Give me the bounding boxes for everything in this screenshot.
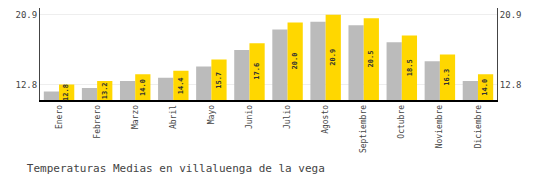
svg-text:16.3: 16.3 — [443, 69, 451, 86]
svg-text:Enero: Enero — [55, 105, 64, 129]
svg-text:15.7: 15.7 — [215, 72, 223, 89]
svg-text:12.8: 12.8 — [62, 84, 70, 101]
svg-text:Agosto: Agosto — [321, 105, 330, 134]
svg-text:20.9: 20.9 — [16, 10, 38, 20]
svg-text:20.9: 20.9 — [329, 49, 337, 66]
svg-text:20.5: 20.5 — [367, 51, 375, 68]
svg-text:20.9: 20.9 — [500, 10, 522, 20]
svg-text:14.0: 14.0 — [139, 79, 147, 96]
svg-text:14.4: 14.4 — [177, 77, 185, 94]
svg-text:Octubre: Octubre — [397, 105, 406, 139]
svg-text:Noviembre: Noviembre — [435, 105, 444, 149]
svg-text:Febrero: Febrero — [93, 105, 102, 139]
svg-text:18.5: 18.5 — [406, 59, 414, 76]
svg-text:Mayo: Mayo — [207, 105, 216, 124]
svg-text:12.8: 12.8 — [16, 80, 38, 90]
svg-text:Septiembre: Septiembre — [359, 105, 368, 153]
svg-text:Julio: Julio — [283, 105, 292, 129]
svg-text:Abril: Abril — [169, 105, 178, 129]
svg-text:14.0: 14.0 — [481, 79, 489, 96]
svg-text:12.8: 12.8 — [500, 80, 522, 90]
svg-text:Temperaturas Medias en villalu: Temperaturas Medias en villaluenga de la… — [27, 162, 325, 174]
svg-text:13.2: 13.2 — [101, 82, 109, 99]
svg-text:Marzo: Marzo — [131, 105, 140, 129]
svg-text:Junio: Junio — [245, 105, 254, 129]
svg-text:20.0: 20.0 — [291, 53, 299, 70]
svg-text:Diciembre: Diciembre — [474, 105, 483, 149]
svg-text:17.6: 17.6 — [253, 63, 261, 80]
